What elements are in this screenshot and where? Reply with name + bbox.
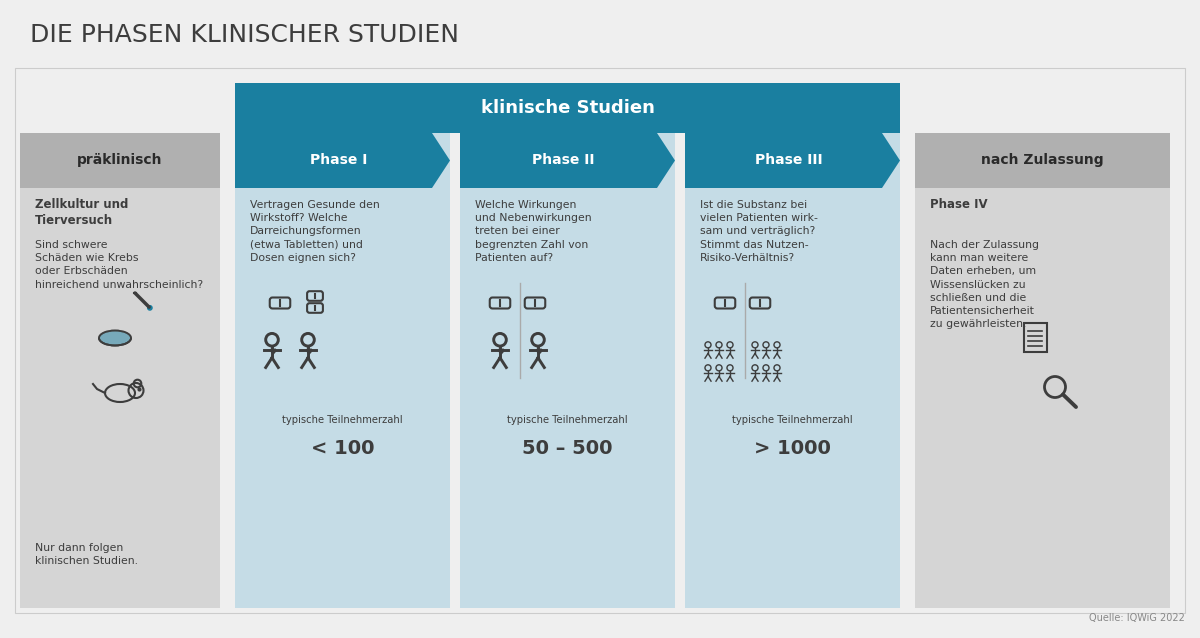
- Text: typische Teilnehmerzahl: typische Teilnehmerzahl: [282, 415, 403, 425]
- FancyBboxPatch shape: [235, 83, 900, 133]
- Text: typische Teilnehmerzahl: typische Teilnehmerzahl: [732, 415, 853, 425]
- Ellipse shape: [98, 330, 131, 346]
- FancyBboxPatch shape: [916, 133, 1170, 188]
- FancyBboxPatch shape: [685, 133, 900, 608]
- Polygon shape: [460, 133, 674, 188]
- FancyBboxPatch shape: [916, 133, 1170, 608]
- Text: Nur dann folgen
klinischen Studien.: Nur dann folgen klinischen Studien.: [35, 543, 138, 566]
- Text: Quelle: IQWiG 2022: Quelle: IQWiG 2022: [1090, 613, 1186, 623]
- Text: Phase II: Phase II: [533, 154, 595, 168]
- Text: < 100: < 100: [311, 438, 374, 457]
- Text: typische Teilnehmerzahl: typische Teilnehmerzahl: [508, 415, 628, 425]
- Text: Zellkultur und
Tierversuch: Zellkultur und Tierversuch: [35, 198, 128, 228]
- FancyBboxPatch shape: [14, 68, 1186, 613]
- Text: ♥: ♥: [304, 348, 312, 357]
- FancyBboxPatch shape: [235, 133, 450, 608]
- Text: klinische Studien: klinische Studien: [480, 99, 654, 117]
- Polygon shape: [685, 133, 900, 188]
- Text: 50 – 500: 50 – 500: [522, 438, 613, 457]
- Text: DIE PHASEN KLINISCHER STUDIEN: DIE PHASEN KLINISCHER STUDIEN: [30, 23, 458, 47]
- Text: Phase I: Phase I: [310, 154, 367, 168]
- Text: Welche Wirkungen
und Nebenwirkungen
treten bei einer
begrenzten Zahl von
Patient: Welche Wirkungen und Nebenwirkungen tret…: [475, 200, 592, 263]
- Text: nach Zulassung: nach Zulassung: [982, 154, 1104, 168]
- Text: Nach der Zulassung
kann man weitere
Daten erheben, um
Wissenslücken zu
schließen: Nach der Zulassung kann man weitere Date…: [930, 240, 1039, 329]
- Text: ♥: ♥: [534, 348, 542, 357]
- Circle shape: [148, 306, 152, 310]
- Text: Phase IV: Phase IV: [930, 198, 988, 211]
- FancyBboxPatch shape: [20, 133, 220, 188]
- Text: Phase III: Phase III: [755, 154, 822, 168]
- Text: ♥: ♥: [496, 348, 504, 357]
- Text: > 1000: > 1000: [754, 438, 830, 457]
- FancyBboxPatch shape: [20, 133, 220, 608]
- Text: Vertragen Gesunde den
Wirkstoff? Welche
Darreichungsformen
(etwa Tabletten) und
: Vertragen Gesunde den Wirkstoff? Welche …: [250, 200, 379, 263]
- Polygon shape: [235, 133, 450, 188]
- Text: Sind schwere
Schäden wie Krebs
oder Erbschäden
hinreichend unwahrscheinlich?: Sind schwere Schäden wie Krebs oder Erbs…: [35, 240, 203, 290]
- FancyBboxPatch shape: [460, 133, 674, 608]
- Text: Ist die Substanz bei
vielen Patienten wirk-
sam und verträglich?
Stimmt das Nutz: Ist die Substanz bei vielen Patienten wi…: [700, 200, 818, 263]
- Text: ♥: ♥: [268, 348, 276, 357]
- Text: präklinisch: präklinisch: [77, 154, 163, 168]
